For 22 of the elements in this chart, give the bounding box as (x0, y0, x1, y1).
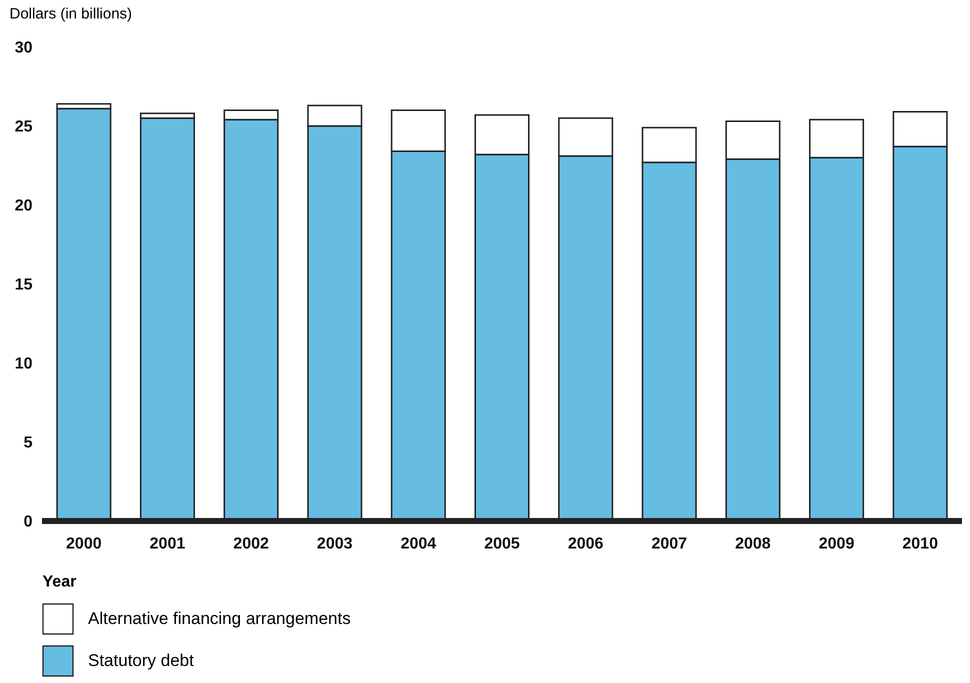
x-tick-label: 2005 (484, 536, 520, 552)
x-axis-title: Year (42, 574, 76, 590)
y-tick-label: 0 (24, 514, 33, 530)
x-tick-label: 2010 (902, 536, 938, 552)
y-tick-label: 15 (14, 276, 33, 294)
x-tick-label: 2000 (66, 536, 102, 552)
x-tick-label: 2001 (150, 536, 186, 552)
legend-label: Alternative financing arrangements (88, 609, 351, 628)
y-tick-label: 25 (14, 118, 33, 136)
x-tick-label: 2009 (818, 536, 854, 552)
y-tick-label: 20 (14, 198, 33, 214)
x-tick-label: 2008 (735, 536, 771, 552)
x-tick-label: 2003 (316, 536, 353, 552)
x-tick-label: 2002 (233, 536, 269, 552)
y-tick-label: 30 (14, 40, 33, 56)
y-axis-title: Dollars (in billions) (10, 6, 132, 22)
y-tick-label: 10 (14, 356, 33, 372)
x-tick-label: 2007 (651, 536, 688, 552)
legend-label: Statutory debt (88, 651, 194, 670)
y-tick-label: 5 (24, 434, 33, 452)
x-tick-label: 2006 (568, 536, 604, 552)
x-tick-label: 2004 (400, 536, 436, 552)
